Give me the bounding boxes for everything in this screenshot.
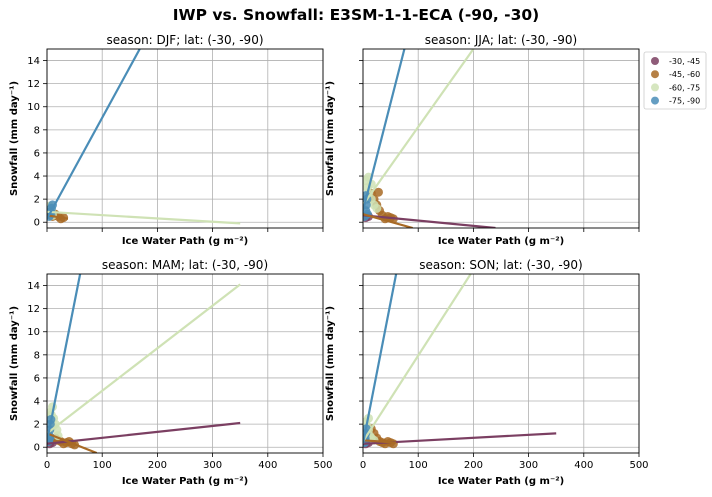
subplot-2: season: JJA; lat: (-30, -90) Ice Water Pa… <box>325 33 640 247</box>
y-tick-label: 14 <box>27 281 40 292</box>
y-tick-label: 12 <box>27 304 40 315</box>
x-tick-label: 200 <box>148 460 167 471</box>
legend-marker <box>651 96 659 105</box>
fit-line <box>47 274 82 442</box>
y-tick-label: 0 <box>34 218 40 229</box>
subplot-1: 0 2 4 6 8 10 12 14 season: DJF; lat: (-30, -90) I… <box>9 33 324 247</box>
fit-line <box>363 274 398 444</box>
x-tick-label: 400 <box>258 460 277 471</box>
subplot-3: 0 100 200 300 400 500 0 2 4 6 8 10 12 14 season: MAM; … <box>9 258 333 487</box>
x-tick-label: 300 <box>519 460 538 471</box>
x-axis-label: Ice Water Path (g m⁻²) <box>438 236 564 247</box>
fit-line <box>363 49 406 211</box>
x-tick-label: 200 <box>464 460 483 471</box>
subplot-title: season: JJA; lat: (-30, -90) <box>425 33 577 47</box>
axes-frame <box>46 273 324 454</box>
plot-data <box>47 274 241 453</box>
y-tick-label: 12 <box>27 79 40 90</box>
plot-data <box>363 274 557 449</box>
y-tick-label: 4 <box>34 172 40 183</box>
data-point <box>388 439 398 449</box>
data-point <box>373 187 383 197</box>
plot-data <box>47 49 241 225</box>
legend-label: -60, -75 <box>669 83 700 92</box>
fit-line <box>47 214 69 220</box>
y-tick-label: 2 <box>34 195 40 206</box>
subplot-title: season: SON; lat: (-30, -90) <box>419 258 582 272</box>
y-tick-label: 8 <box>34 350 40 361</box>
y-tick-label: 0 <box>34 443 40 454</box>
fit-line <box>363 214 496 228</box>
fit-line <box>363 274 472 443</box>
y-tick-label: 10 <box>27 102 40 113</box>
fit-line <box>47 49 141 220</box>
legend-marker <box>651 70 659 79</box>
x-tick-label: 300 <box>203 460 222 471</box>
fit-line <box>47 210 241 225</box>
x-tick-label: 0 <box>44 460 50 471</box>
legend-label: -45, -60 <box>669 70 700 79</box>
x-axis-label: Ice Water Path (g m⁻²) <box>438 476 564 487</box>
x-axis-label: Ice Water Path (g m⁻²) <box>122 476 248 487</box>
fit-line <box>363 49 475 206</box>
y-tick-label: 6 <box>34 373 40 384</box>
legend-marker <box>651 83 659 92</box>
plot-data <box>363 49 496 228</box>
figure-title: IWP vs. Snowfall: E3SM-1-1-ECA (-90, -30… <box>173 6 539 24</box>
legend-marker <box>651 57 659 65</box>
y-tick-label: 4 <box>34 397 40 408</box>
y-axis-label: Snowfall (mm day⁻¹) <box>325 81 336 196</box>
x-tick-label: 100 <box>409 460 428 471</box>
fit-line <box>363 439 397 444</box>
x-tick-label: 500 <box>629 460 648 471</box>
legend-frame <box>643 51 707 110</box>
fit-line <box>47 283 241 435</box>
x-tick-label: 400 <box>574 460 593 471</box>
data-point <box>372 203 382 213</box>
y-axis-label: Snowfall (mm day⁻¹) <box>325 306 336 421</box>
y-tick-label: 14 <box>27 56 40 67</box>
fit-line <box>363 213 413 228</box>
legend-label: -30, -45 <box>669 57 700 66</box>
y-tick-label: 6 <box>34 148 40 159</box>
legend: -30, -45 -45, -60 -60, -75 -75, -90 <box>643 51 707 110</box>
legend-label: -75, -90 <box>669 97 700 106</box>
y-axis-label: Snowfall (mm day⁻¹) <box>9 81 20 196</box>
x-tick-label: 500 <box>313 460 332 471</box>
axes-frame <box>46 48 324 229</box>
subplot-4: 0 100 200 300 400 500 season: SON; lat: (-30, … <box>325 258 649 487</box>
fit-line <box>47 432 98 453</box>
y-tick-label: 2 <box>34 420 40 431</box>
axes-frame <box>362 48 640 229</box>
subplot-title: season: MAM; lat: (-30, -90) <box>102 258 268 272</box>
axes-frame <box>362 273 640 454</box>
y-axis-label: Snowfall (mm day⁻¹) <box>9 306 20 421</box>
subplot-title: season: DJF; lat: (-30, -90) <box>106 33 263 47</box>
x-tick-label: 0 <box>360 460 366 471</box>
fit-line <box>47 421 241 445</box>
x-axis-label: Ice Water Path (g m⁻²) <box>122 236 248 247</box>
y-tick-label: 10 <box>27 327 40 338</box>
y-tick-label: 8 <box>34 125 40 136</box>
x-tick-label: 100 <box>93 460 112 471</box>
